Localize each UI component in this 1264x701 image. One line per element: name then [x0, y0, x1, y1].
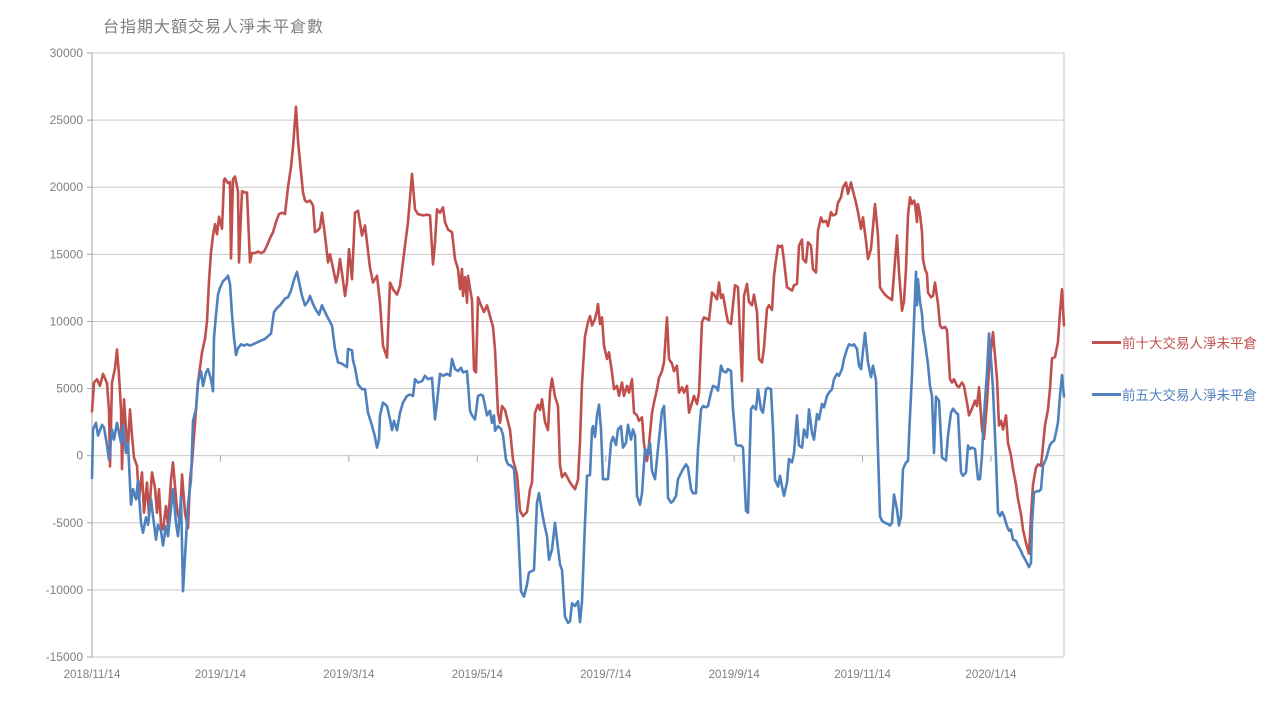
x-tick-label: 2019/5/14	[452, 669, 504, 681]
y-tick-label: 20000	[50, 180, 84, 194]
x-tick-label: 2019/7/14	[580, 669, 632, 681]
y-tick-label: -15000	[46, 650, 84, 664]
legend-item-top10: 前十大交易人淨未平倉	[1092, 332, 1257, 352]
x-tick-label: 2018/11/14	[64, 669, 121, 681]
legend-swatch-top5-line	[1092, 392, 1121, 396]
y-tick-label: 10000	[50, 314, 84, 328]
series-line-top10	[90, 105, 1066, 555]
x-tick-label: 2019/11/14	[834, 669, 891, 681]
axis-labels: 30000 25000 20000 15000 10000 5000 0 -5000 -1000…	[46, 46, 1018, 681]
y-tick-label: 0	[76, 449, 83, 463]
legend-swatch-top10-line	[1092, 340, 1121, 344]
legend-label-top5: 前五大交易人淨未平倉	[1122, 388, 1257, 403]
y-tick-label: 30000	[50, 46, 84, 60]
y-tick-label: -5000	[52, 516, 83, 530]
legend-item-top5: 前五大交易人淨未平倉	[1092, 384, 1257, 404]
x-tick-label: 2019/9/14	[709, 669, 761, 681]
y-tick-label: -10000	[46, 583, 84, 597]
x-tick-label: 2019/1/14	[195, 669, 247, 681]
chart-title: 台指期大額交易人淨未平倉數	[103, 19, 325, 36]
x-tick-label: 2019/3/14	[323, 669, 375, 681]
x-tick-label: 2020/1/14	[965, 669, 1017, 681]
legend-label-top10: 前十大交易人淨未平倉	[1122, 336, 1257, 351]
gridlines	[87, 52, 1065, 658]
y-tick-label: 5000	[56, 382, 83, 396]
y-tick-label: 15000	[50, 247, 84, 261]
series-line-top5	[90, 270, 1066, 625]
y-tick-label: 25000	[50, 113, 84, 127]
